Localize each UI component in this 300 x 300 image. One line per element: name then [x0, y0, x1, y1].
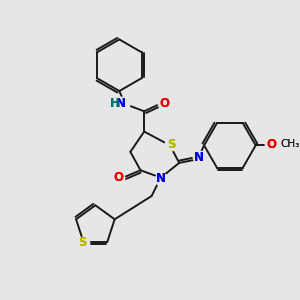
Text: N: N: [156, 172, 166, 185]
Text: S: S: [78, 236, 87, 249]
Text: O: O: [113, 171, 123, 184]
Text: N: N: [116, 97, 126, 110]
Text: N: N: [194, 151, 204, 164]
Text: N: N: [156, 172, 166, 185]
Text: H: H: [110, 97, 120, 110]
Text: N: N: [116, 97, 126, 110]
Text: O: O: [266, 138, 276, 151]
Text: S: S: [167, 138, 175, 151]
Text: H: H: [110, 97, 120, 110]
Text: S: S: [78, 236, 87, 249]
Text: CH₃: CH₃: [280, 140, 300, 149]
Text: CH₃: CH₃: [280, 140, 300, 149]
Text: S: S: [167, 138, 175, 151]
Text: N: N: [194, 151, 204, 164]
Text: O: O: [266, 138, 276, 151]
Text: O: O: [160, 97, 170, 110]
Text: O: O: [160, 97, 170, 110]
Text: O: O: [113, 171, 123, 184]
